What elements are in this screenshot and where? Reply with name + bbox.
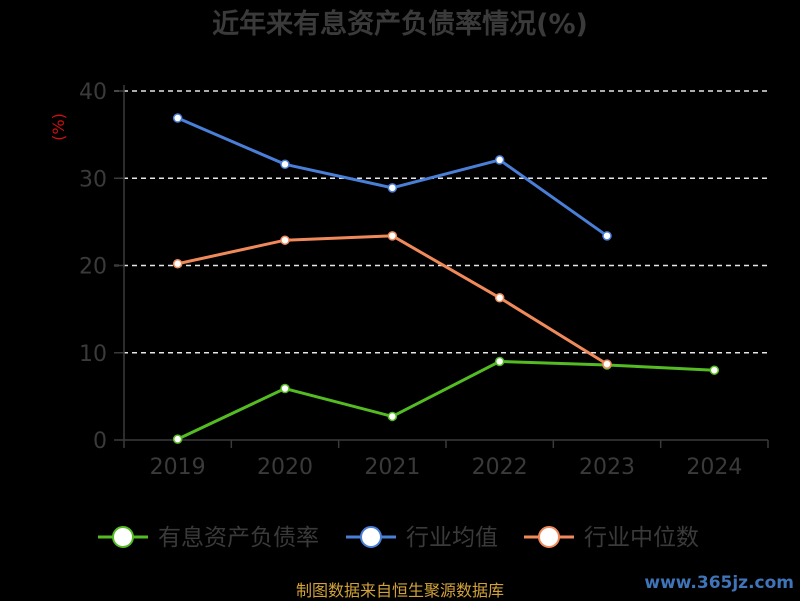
- grid-lines: [114, 90, 768, 354]
- data-point: [602, 359, 612, 369]
- legend-label: 行业均值: [406, 525, 498, 551]
- y-tick-label: 20: [79, 255, 107, 280]
- x-tick-label: 2022: [472, 455, 528, 480]
- series-line-2: [177, 234, 608, 366]
- data-point: [172, 113, 183, 123]
- legend-marker: [360, 526, 382, 548]
- x-tick-labels: 2019 2020 2021 2022 2023 2024: [150, 455, 743, 480]
- y-tick-label: 30: [79, 167, 107, 192]
- legend-marker: [538, 526, 560, 548]
- data-point: [172, 434, 183, 444]
- data-point: [387, 411, 398, 422]
- data-point: [280, 383, 290, 394]
- data-point: [494, 155, 505, 165]
- data-point: [387, 183, 398, 193]
- y-tick-label: 40: [79, 80, 107, 105]
- chart-title: 近年来有息资产负债率情况(%): [212, 8, 588, 40]
- x-tick-label: 2021: [364, 455, 420, 480]
- axes: [114, 85, 769, 448]
- y-tick-label: 0: [93, 429, 107, 454]
- y-axis-unit: (%): [49, 113, 68, 141]
- series-lines: [172, 113, 720, 444]
- legend-item-2[interactable]: 行业中位数: [524, 525, 699, 551]
- x-tick-label: 2020: [257, 455, 313, 480]
- data-source-note: 制图数据来自恒生聚源数据库: [295, 581, 504, 600]
- x-tick-label: 2024: [686, 455, 742, 480]
- legend-label: 行业中位数: [584, 525, 699, 551]
- data-point: [494, 356, 505, 367]
- series-line-0: [177, 359, 715, 441]
- legend-item-1[interactable]: 行业均值: [346, 525, 498, 551]
- y-tick-labels: 0 10 20 30 40: [79, 80, 107, 454]
- data-point: [280, 235, 290, 245]
- watermark-logo: www.365jz.com: [644, 573, 794, 593]
- legend-item-0[interactable]: 有息资产负债率: [98, 525, 319, 551]
- x-tick-label: 2023: [579, 455, 635, 480]
- y-tick-label: 10: [79, 342, 107, 367]
- data-point: [602, 231, 612, 241]
- data-point: [280, 159, 290, 170]
- data-point: [709, 365, 720, 375]
- legend-label: 有息资产负债率: [158, 525, 319, 551]
- legend[interactable]: 有息资产负债率 行业均值 行业中位数: [98, 525, 699, 551]
- series-line-1: [177, 116, 608, 238]
- data-point: [387, 231, 398, 241]
- data-point: [494, 293, 505, 303]
- x-tick-label: 2019: [150, 455, 206, 480]
- legend-marker: [112, 526, 134, 548]
- data-point: [172, 259, 183, 269]
